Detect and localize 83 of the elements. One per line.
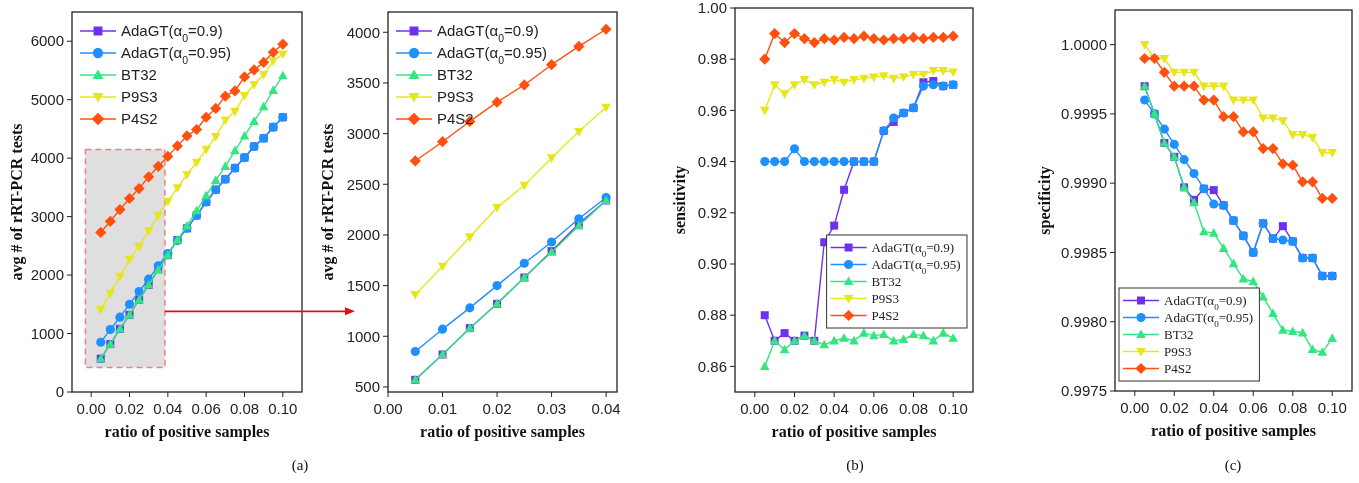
- x-tick-label: 0.02: [1159, 399, 1189, 416]
- x-tick-label: 0.04: [819, 400, 849, 417]
- y-tick-label: 0: [55, 383, 64, 401]
- legend-label: AdaGT(α$_{0}$=0.9): [871, 240, 955, 260]
- x-tick-label: 0.02: [482, 400, 512, 417]
- legend-label: P9S3: [871, 291, 900, 307]
- x-axis-title: ratio of positive samples: [104, 423, 270, 441]
- x-tick-label: 0.03: [536, 400, 567, 417]
- legend-label: BT32: [1164, 327, 1194, 343]
- y-axis-title: specificity: [1036, 166, 1054, 235]
- legend-label: P4S2: [871, 308, 900, 324]
- y-tick-label: 0.9985: [1061, 243, 1107, 261]
- y-tick-label: 0.9990: [1061, 174, 1107, 192]
- y-tick-label: 6000: [30, 32, 64, 50]
- x-tick-label: 0.00: [76, 400, 106, 417]
- legend-label: P9S3: [437, 88, 474, 106]
- x-tick-label: 0.08: [898, 400, 929, 417]
- x-tick-label: 0.04: [591, 400, 621, 417]
- y-tick-label: 0.9980: [1061, 312, 1107, 330]
- text: (b): [846, 457, 864, 474]
- legend-label: AdaGT(α$_{0}$=0.9): [437, 22, 539, 45]
- y-tick-label: 0.86: [697, 357, 727, 375]
- x-tick-label: 0.01: [427, 400, 458, 417]
- text: (a): [291, 457, 309, 474]
- y-axis-title: sensitivity: [671, 165, 689, 235]
- y-tick-label: 1.0000: [1061, 35, 1107, 53]
- y-tick-label: 4000: [30, 149, 64, 167]
- legend-label: BT32: [871, 274, 902, 290]
- y-tick-label: 0.94: [697, 152, 727, 170]
- legend-label: AdaGT(α$_{0}$=0.95): [121, 44, 231, 67]
- y-tick-label: 3500: [346, 74, 380, 92]
- y-tick-label: 2000: [30, 266, 64, 284]
- x-axis-title: ratio of positive samples: [771, 423, 937, 441]
- y-tick-label: 0.98: [697, 50, 727, 68]
- x-tick-label: 0.08: [229, 400, 260, 417]
- y-tick-label: 3000: [346, 124, 380, 142]
- y-tick-label: 0.9995: [1061, 105, 1107, 123]
- legend-label: AdaGT(α$_{0}$=0.95): [1164, 310, 1254, 330]
- y-axis-title: avg # of rRT-PCR tests: [319, 123, 337, 281]
- y-tick-label: 0.90: [697, 255, 727, 273]
- y-tick-label: 1000: [346, 327, 380, 345]
- y-tick-label: 0.9975: [1061, 382, 1107, 400]
- y-tick-label: 0.96: [697, 101, 727, 119]
- y-tick-label: 0.88: [697, 306, 727, 324]
- x-tick-label: 0.06: [1238, 399, 1268, 416]
- x-tick-label: 0.06: [859, 400, 889, 417]
- x-tick-label: 0.06: [191, 400, 221, 417]
- y-tick-label: 5000: [30, 90, 64, 108]
- x-tick-label: 0.10: [1317, 399, 1347, 416]
- x-tick-label: 0.08: [1278, 399, 1308, 416]
- x-tick-label: 0.10: [268, 400, 298, 417]
- legend-label: P9S3: [1164, 344, 1192, 360]
- x-axis-title: ratio of positive samples: [420, 423, 585, 441]
- x-tick-label: 0.00: [740, 400, 770, 417]
- y-tick-label: 4000: [346, 23, 380, 41]
- y-axis-title: avg # of rRT-PCR tests: [8, 123, 26, 281]
- y-tick-label: 2500: [346, 175, 380, 193]
- x-tick-label: 0.04: [1199, 399, 1229, 416]
- x-tick-label: 0.10: [938, 400, 968, 417]
- legend-label: AdaGT(α$_{0}$=0.95): [871, 257, 961, 277]
- y-tick-label: 1500: [346, 276, 380, 294]
- y-tick-label: 500: [354, 378, 380, 396]
- x-tick-label: 0.00: [1120, 399, 1150, 416]
- x-tick-label: 0.04: [153, 400, 183, 417]
- y-tick-label: 1000: [30, 324, 64, 342]
- y-tick-label: 0.92: [697, 204, 727, 222]
- legend-label: AdaGT(α$_{0}$=0.9): [1164, 293, 1247, 313]
- legend-label: AdaGT(α$_{0}$=0.9): [121, 22, 223, 45]
- text: (c): [1224, 457, 1242, 474]
- x-tick-label: 0.00: [373, 400, 403, 417]
- x-tick-label: 0.02: [779, 400, 810, 417]
- y-tick-label: 1.00: [697, 0, 727, 17]
- legend-label: P9S3: [121, 88, 158, 106]
- legend-label: P4S2: [437, 110, 474, 128]
- x-axis-title: ratio of positive samples: [1151, 422, 1316, 440]
- legend-label: AdaGT(α$_{0}$=0.95): [437, 44, 547, 67]
- legend-label: BT32: [437, 66, 473, 84]
- x-tick-label: 0.02: [114, 400, 145, 417]
- y-tick-label: 3000: [30, 207, 64, 225]
- legend-label: P4S2: [121, 110, 158, 128]
- legend-label: BT32: [121, 66, 157, 84]
- legend-label: P4S2: [1164, 361, 1192, 377]
- y-tick-label: 2000: [346, 226, 380, 244]
